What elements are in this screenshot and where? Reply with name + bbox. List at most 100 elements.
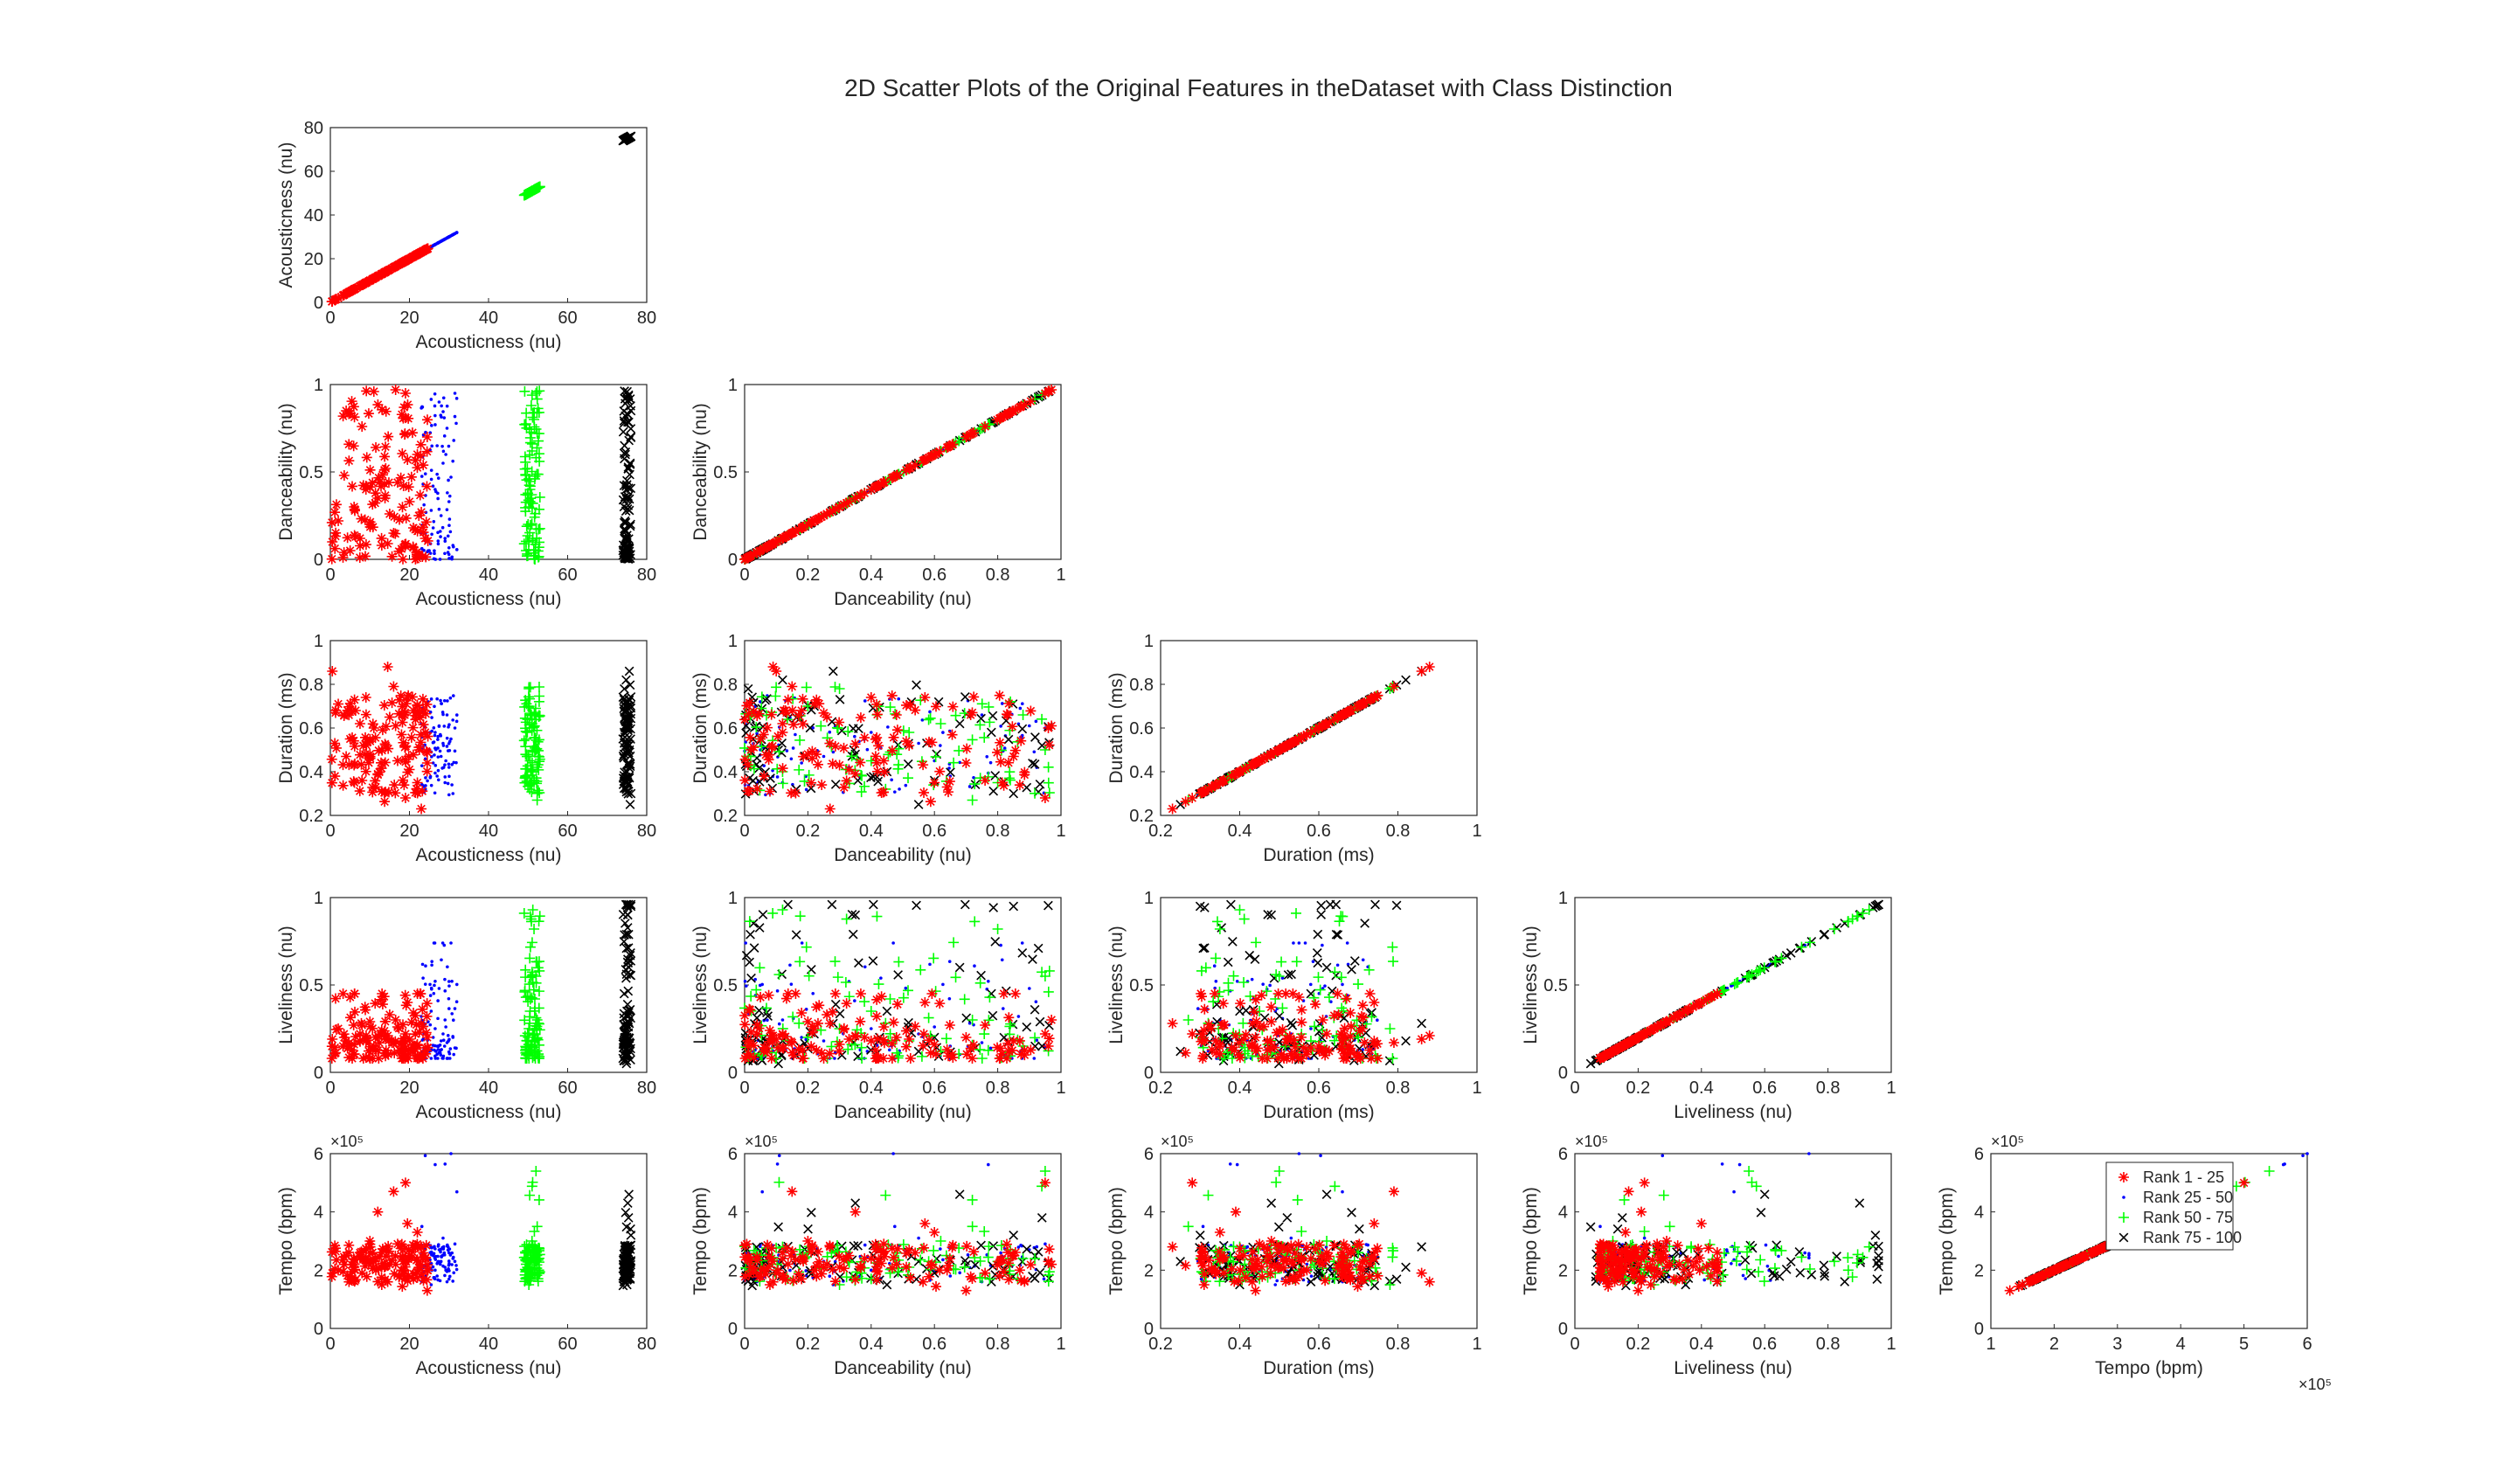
point-rank1-25 — [1359, 697, 1370, 709]
point-rank25-50 — [1323, 984, 1327, 988]
point-rank25-50 — [828, 730, 832, 734]
point-rank1-25 — [1187, 793, 1198, 803]
point-rank1-25 — [1265, 1016, 1277, 1027]
point-rank25-50 — [439, 754, 443, 759]
point-rank50-75 — [525, 400, 537, 411]
point-rank1-25 — [1016, 401, 1027, 413]
point-rank75-100 — [621, 775, 632, 786]
point-rank25-50 — [445, 1279, 449, 1284]
point-rank75-100 — [618, 692, 628, 703]
point-rank1-25 — [389, 780, 400, 791]
point-rank1-25 — [1345, 1008, 1356, 1018]
point-rank25-50 — [764, 793, 767, 797]
point-rank1-25 — [802, 519, 814, 530]
point-rank25-50 — [429, 697, 433, 701]
point-rank1-25 — [413, 742, 425, 753]
point-rank1-25 — [398, 709, 409, 720]
point-rank25-50 — [448, 530, 453, 534]
point-rank50-75 — [534, 787, 545, 799]
point-rank50-75 — [802, 1032, 814, 1043]
point-rank50-75 — [773, 745, 785, 757]
point-rank25-50 — [437, 1051, 441, 1055]
point-rank1-25 — [338, 470, 350, 481]
point-rank25-50 — [439, 1247, 443, 1252]
point-rank25-50 — [446, 699, 449, 703]
point-rank1-25 — [1272, 1053, 1284, 1064]
point-rank1-25 — [379, 1016, 391, 1027]
point-rank75-100 — [619, 988, 629, 999]
x-tick-label: 1 — [1056, 822, 1065, 841]
point-rank25-50 — [454, 1000, 459, 1004]
point-rank1-25 — [1257, 1053, 1268, 1064]
point-rank1-25 — [1217, 775, 1229, 787]
point-rank25-50 — [436, 1260, 440, 1265]
point-rank1-25 — [367, 522, 378, 533]
point-rank25-50 — [928, 962, 932, 967]
point-rank25-50 — [442, 1044, 447, 1048]
point-rank25-50 — [428, 551, 433, 555]
x-tick-label: 1 — [1472, 1078, 1481, 1098]
point-rank1-25 — [1339, 708, 1350, 719]
point-rank50-75 — [1729, 979, 1740, 990]
point-rank1-25 — [1039, 793, 1050, 803]
point-rank50-75 — [1796, 941, 1807, 953]
point-rank1-25 — [1002, 1045, 1014, 1057]
point-rank1-25 — [377, 404, 388, 415]
point-rank1-25 — [344, 992, 356, 1002]
point-rank75-100 — [946, 767, 955, 777]
point-rank50-75 — [529, 1029, 540, 1040]
point-rank1-25 — [816, 780, 828, 791]
point-rank1-25 — [384, 711, 395, 723]
x-tick-label: 0.8 — [986, 1078, 1010, 1098]
point-rank25-50 — [433, 1275, 436, 1279]
point-rank25-50 — [420, 782, 424, 787]
point-rank1-25 — [390, 528, 401, 539]
y-tick-label: 40 — [304, 206, 323, 225]
point-rank75-100 — [1331, 929, 1342, 940]
x-tick-label: 60 — [558, 1335, 577, 1354]
point-rank1-25 — [1310, 999, 1321, 1010]
point-rank50-75 — [1043, 986, 1054, 997]
point-rank75-100 — [623, 899, 634, 910]
point-rank1-25 — [330, 1047, 342, 1058]
data-points — [739, 899, 1057, 1069]
point-rank1-25 — [1199, 1003, 1210, 1015]
point-rank1-25 — [1661, 1016, 1673, 1027]
point-rank25-50 — [429, 398, 433, 401]
point-rank1-25 — [931, 447, 942, 459]
point-rank25-50 — [1261, 982, 1265, 986]
point-rank1-25 — [838, 781, 849, 793]
point-rank50-75 — [1043, 777, 1054, 788]
point-rank1-25 — [1338, 1033, 1349, 1044]
point-rank1-25 — [329, 295, 341, 306]
point-rank75-100 — [1226, 899, 1236, 910]
point-rank1-25 — [386, 263, 398, 274]
point-rank25-50 — [1303, 941, 1307, 945]
point-rank1-25 — [337, 759, 349, 771]
point-rank25-50 — [451, 544, 455, 549]
point-rank25-50 — [436, 778, 440, 782]
point-rank25-50 — [440, 958, 443, 962]
point-rank1-25 — [752, 710, 763, 721]
point-rank25-50 — [804, 787, 808, 792]
point-rank1-25 — [745, 732, 756, 743]
point-rank25-50 — [1311, 960, 1315, 963]
point-rank25-50 — [447, 545, 451, 550]
point-rank25-50 — [433, 983, 436, 988]
point-rank1-25 — [739, 1010, 751, 1021]
point-rank1-25 — [806, 777, 817, 788]
point-rank25-50 — [426, 779, 429, 783]
point-rank1-25 — [1234, 1051, 1245, 1063]
point-rank75-100 — [620, 930, 629, 940]
point-rank25-50 — [436, 1016, 440, 1021]
point-rank1-25 — [900, 736, 912, 747]
point-rank75-100 — [828, 666, 838, 676]
point-rank1-25 — [370, 998, 381, 1009]
point-rank1-25 — [364, 517, 376, 528]
point-rank25-50 — [432, 557, 436, 561]
point-rank1-25 — [780, 993, 792, 1004]
point-rank25-50 — [928, 710, 932, 714]
point-rank1-25 — [367, 499, 378, 510]
point-rank1-25 — [357, 1053, 369, 1064]
point-rank1-25 — [1007, 721, 1018, 732]
